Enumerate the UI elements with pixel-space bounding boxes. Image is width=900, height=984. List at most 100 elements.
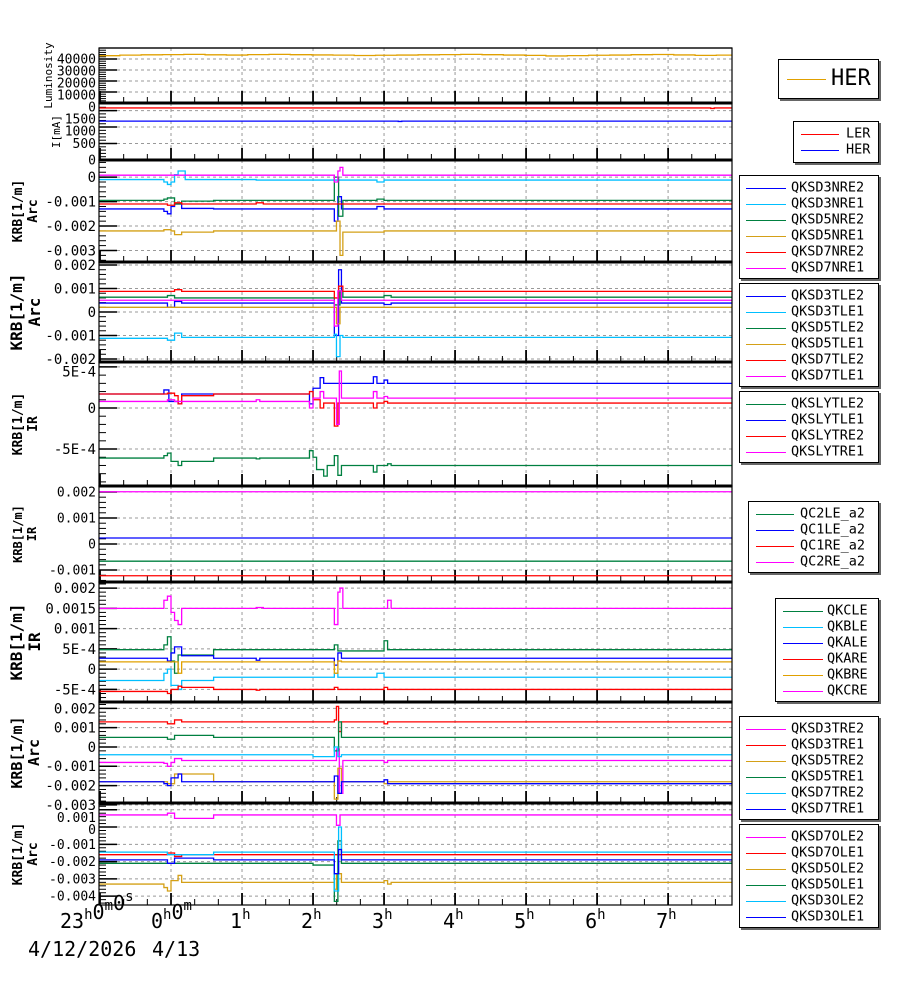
legend-swatch bbox=[801, 150, 839, 151]
y-tick-label: -0.003 bbox=[45, 243, 96, 259]
y-axis-label: KRB[1/m] bbox=[11, 823, 26, 886]
y-axis-label: KRB[1/m] bbox=[8, 716, 26, 788]
y-axis-label: KRB[1/m] bbox=[11, 393, 26, 456]
series-line-qksd5tre1 bbox=[99, 721, 732, 752]
series-line-qkslytle2 bbox=[99, 450, 732, 477]
legend-item: LER bbox=[794, 126, 878, 142]
y-axis-label: Arc bbox=[25, 298, 44, 327]
legend-swatch bbox=[746, 837, 786, 838]
y-axis-label: KRB[1/m] bbox=[7, 273, 26, 350]
x-tick-value: 3 bbox=[372, 909, 384, 933]
legend-swatch bbox=[746, 917, 786, 918]
x-tick-value: 0 bbox=[171, 900, 183, 924]
series-line-qksd3tle2 bbox=[99, 269, 732, 337]
legend-item: QKSD3NRE2 bbox=[740, 180, 878, 196]
legend-label: QKSD3TLE2 bbox=[791, 287, 865, 304]
panel-frame bbox=[98, 485, 733, 583]
series-line-qksd3nre1 bbox=[99, 170, 732, 186]
series-line-qkcle bbox=[99, 636, 732, 674]
panel-frame bbox=[98, 361, 733, 487]
x-tick-value: 23 bbox=[60, 909, 84, 933]
legend-label: QKSD3NRE2 bbox=[791, 179, 865, 196]
legend-item: QKSD3NRE1 bbox=[740, 196, 878, 212]
legend-panel-4: QKSLYTLE2 QKSLYTLE1 QKSLYTRE2 QKSLYTRE1 bbox=[739, 391, 879, 463]
legend-label: QC2RE_a2 bbox=[800, 553, 866, 570]
series-line-qksd3tle1 bbox=[99, 332, 732, 358]
legend-item: QC1RE_a2 bbox=[749, 538, 878, 554]
legend-label: QKSD5NRE1 bbox=[791, 227, 865, 244]
legend-swatch bbox=[746, 729, 786, 730]
y-tick-label: 0.001 bbox=[54, 281, 96, 297]
series-line-qksd3tre2 bbox=[99, 748, 732, 794]
y-axis-label: KRB[1/m] bbox=[11, 505, 25, 563]
x-tick-value: 5 bbox=[514, 909, 526, 933]
legend-label: QC2LE_a2 bbox=[800, 505, 866, 522]
panel-5: 0.002 0.001 0 -0.001 KRB[1/m] IR bbox=[11, 484, 733, 583]
y-tick-label: -5E-4 bbox=[54, 442, 96, 458]
y-tick-label: -5E-4 bbox=[54, 682, 96, 698]
y-axis-label: Arc bbox=[26, 199, 41, 222]
legend-item: QKSLYTLE2 bbox=[740, 396, 878, 412]
legend-item: QKSD7TLE1 bbox=[740, 368, 878, 384]
x-tick-label: 6h bbox=[585, 907, 605, 933]
y-tick-label: -0.002 bbox=[45, 219, 96, 235]
x-tick-value: 2 bbox=[301, 909, 313, 933]
y-tick-label: 40000 bbox=[57, 53, 96, 68]
legend-label: QKSD7NRE1 bbox=[791, 259, 865, 276]
legend-panel-8: QKSD7OLE2 QKSD7OLE1 QKSD5OLE2 QKSD5OLE1 QKSD… bbox=[739, 824, 879, 928]
series-line-qksd7tle1 bbox=[99, 290, 732, 327]
panel-7: 0.002 0.001 0 -0.001 -0.002 -0.003 KRB[1/m] Arc bbox=[8, 700, 733, 814]
legend-item: QKSD5NRE2 bbox=[740, 212, 878, 228]
legend-panel-5: QC2LE_a2 QC1LE_a2 QC1RE_a2 QC2RE_a2 bbox=[748, 501, 879, 573]
legend-panel-1: LER HER bbox=[793, 121, 879, 163]
y-tick-label: 20000 bbox=[57, 77, 96, 92]
legend-label: QKBLE bbox=[827, 618, 868, 635]
legend-label: QKSD5TRE2 bbox=[791, 752, 865, 769]
legend-swatch bbox=[746, 296, 786, 297]
legend-item: QKSD7OLE1 bbox=[740, 845, 878, 861]
legend-panel-6: QKCLE QKBLE QKALE QKARE QKBRE QKCRE bbox=[775, 598, 879, 702]
y-axis-label: KRB[1/m] bbox=[11, 180, 26, 243]
y-tick-label: 10000 bbox=[57, 89, 96, 104]
legend-label: QKSD7TRE1 bbox=[791, 800, 865, 817]
legend-item: QKSD5OLE2 bbox=[740, 861, 878, 877]
legend-item: QKSD7TRE1 bbox=[740, 801, 878, 817]
y-axis-label: Luminosity bbox=[42, 42, 55, 109]
y-tick-label: -0.002 bbox=[49, 855, 96, 870]
y-tick-label: -0.004 bbox=[49, 890, 96, 905]
legend-item: QKALE bbox=[776, 635, 878, 651]
legend-swatch bbox=[746, 188, 786, 189]
series-line-qksd3ole2 bbox=[99, 826, 732, 892]
series-line-qkble bbox=[99, 668, 732, 691]
y-axis-label: Arc bbox=[26, 842, 41, 865]
legend-label: QKSLYTRE2 bbox=[791, 427, 865, 444]
legend-label: QKSD5OLE2 bbox=[791, 860, 865, 877]
legend-item: QKSD3OLE2 bbox=[740, 893, 878, 909]
panel-4: 5E-4 0 -5E-4 KRB[1/m] IR bbox=[11, 360, 733, 487]
legend-label: QKSLYTLE2 bbox=[791, 395, 865, 412]
legend-item: QC2RE_a2 bbox=[749, 554, 878, 570]
legend-label: HER bbox=[846, 141, 871, 158]
legend-label: QKSD7TLE2 bbox=[791, 351, 865, 368]
legend-item: QKSD7TRE2 bbox=[740, 785, 878, 801]
legend-item: QKBRE bbox=[776, 667, 878, 683]
legend-item: QKSD3TRE2 bbox=[740, 721, 878, 737]
x-tick-unit: s bbox=[125, 889, 133, 905]
legend-item: QKSD7NRE1 bbox=[740, 260, 878, 276]
legend-label: QKSLYTLE1 bbox=[791, 411, 865, 428]
series-line-qksd5tre2 bbox=[99, 767, 732, 800]
legend-swatch bbox=[746, 344, 786, 345]
x-tick-value: 0 bbox=[113, 891, 125, 915]
x-tick-label: 2h bbox=[301, 907, 321, 933]
series-line-qksd7nre2 bbox=[99, 202, 732, 206]
legend-panel-0: HER bbox=[778, 59, 879, 99]
y-tick-label: 0.002 bbox=[54, 581, 96, 597]
legend-swatch bbox=[783, 659, 823, 660]
x-tick-unit: m bbox=[184, 898, 192, 914]
legend-item: QKSLYTRE2 bbox=[740, 428, 878, 444]
legend-swatch bbox=[746, 745, 786, 746]
legend-swatch bbox=[787, 79, 826, 80]
series-line-qksd5ole1 bbox=[99, 840, 732, 903]
legend-label: QKSD7OLE2 bbox=[791, 828, 865, 845]
x-tick-label: 0h0m bbox=[151, 898, 192, 933]
